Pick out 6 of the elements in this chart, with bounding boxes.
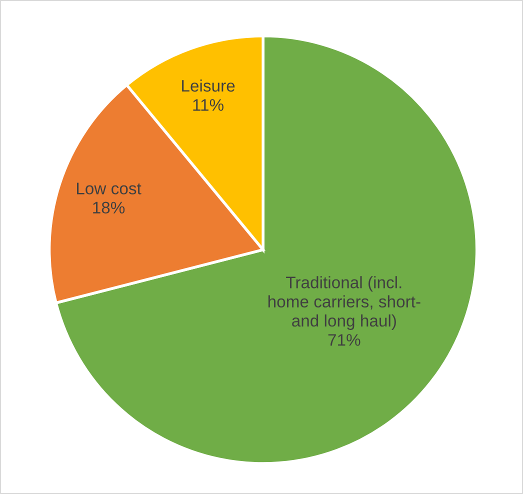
data-label: 18%: [93, 202, 125, 214]
data-label: 11%: [193, 99, 224, 111]
slice-label: Leisure: [182, 79, 235, 92]
slice-label: Low cost: [77, 182, 142, 194]
slice-label: Traditional (incl. home carriers, short- and long haul): [268, 276, 420, 330]
data-label: 71%: [328, 334, 360, 346]
